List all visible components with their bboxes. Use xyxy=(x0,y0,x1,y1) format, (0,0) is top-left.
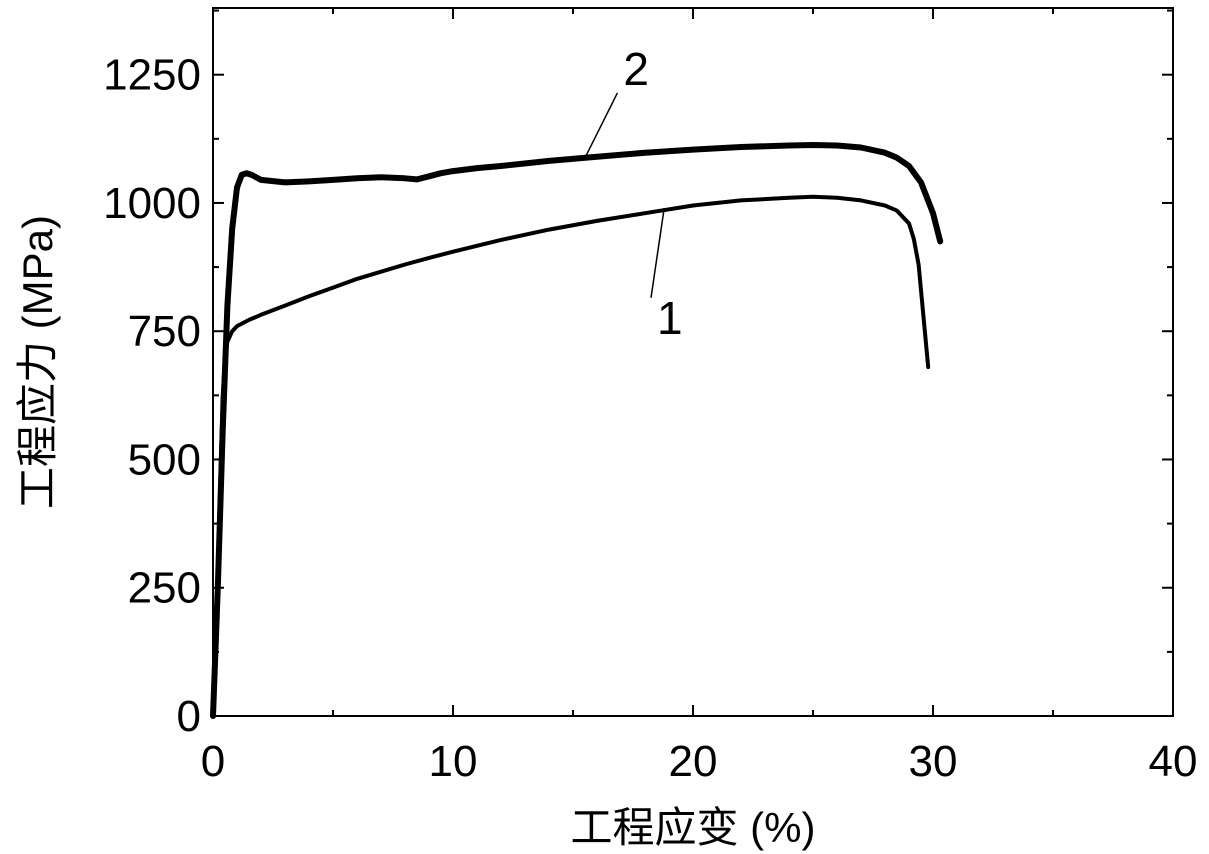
curve-label-2: 2 xyxy=(623,43,649,95)
y-tick-label: 1000 xyxy=(103,179,201,228)
y-tick-label: 500 xyxy=(128,435,201,484)
x-tick-label: 0 xyxy=(201,737,225,786)
annotation-leader-2 xyxy=(584,92,619,159)
y-tick-label: 1250 xyxy=(103,51,201,100)
y-tick-label: 250 xyxy=(128,564,201,613)
series-curve-1 xyxy=(211,194,931,718)
y-tick-label: 0 xyxy=(177,692,201,741)
x-tick-label: 10 xyxy=(429,737,478,786)
curve-annotations: 12 xyxy=(584,43,683,344)
y-axis-title: 工程应力 (MPa) xyxy=(14,215,61,509)
axes: 0 10 20 30 40 0 250 500 750 1000 1250 xyxy=(103,7,1198,786)
x-axis-title: 工程应变 (%) xyxy=(571,804,816,851)
annotation-leader-1 xyxy=(650,207,665,298)
x-tick-label: 30 xyxy=(909,737,958,786)
series-curve-2 xyxy=(210,142,944,719)
curve-label-1: 1 xyxy=(657,292,683,344)
x-tick-label: 20 xyxy=(669,737,718,786)
y-tick-label: 750 xyxy=(128,307,201,356)
x-tick-label: 40 xyxy=(1149,737,1198,786)
data-series xyxy=(210,142,944,719)
